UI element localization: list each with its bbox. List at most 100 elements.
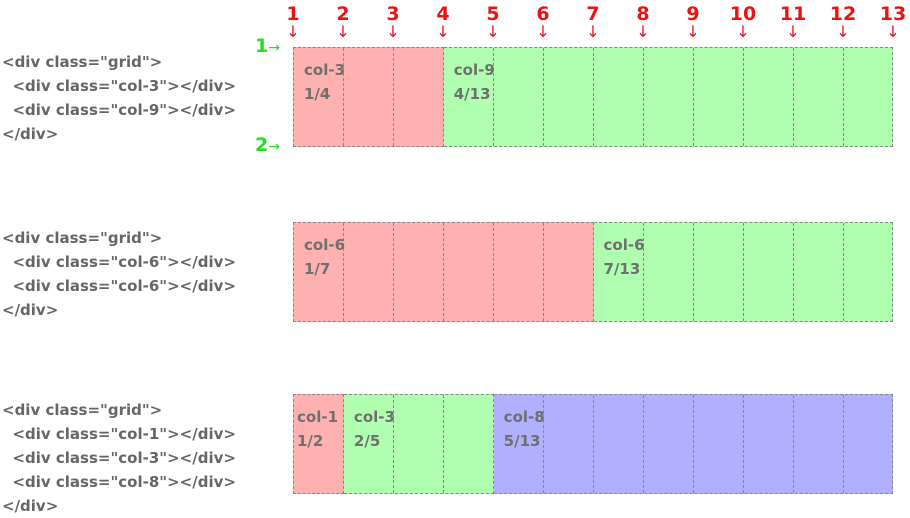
column-line-marker: 7 ↓ xyxy=(573,3,613,41)
grid-item-label: col-6 1/7 xyxy=(304,233,345,281)
grid-item-col-3: col-3 2/5 xyxy=(343,394,494,494)
grid-column-line xyxy=(742,395,744,493)
column-line-marker: 5 ↓ xyxy=(473,3,513,41)
column-line-marker: 8 ↓ xyxy=(623,3,663,41)
column-line-number: 8 xyxy=(636,3,650,25)
grid-column-line xyxy=(692,395,694,493)
grid-item-column-range: 1/2 xyxy=(297,432,324,450)
grid-example-2: col-6 1/7 col-6 7/13 xyxy=(293,222,893,322)
row-line-number: 1 xyxy=(255,35,269,57)
column-line-marker: 6 ↓ xyxy=(523,3,563,41)
column-line-marker: 11 ↓ xyxy=(773,3,813,41)
column-line-number: 3 xyxy=(386,3,400,25)
grid-column-line xyxy=(842,223,844,321)
down-arrow-icon: ↓ xyxy=(786,22,800,41)
code-line: <div class="col-6"></div> xyxy=(2,277,236,295)
column-line-number: 9 xyxy=(686,3,700,25)
column-line-number: 1 xyxy=(286,3,300,25)
grid-column-line xyxy=(393,223,394,321)
grid-column-line xyxy=(692,48,694,146)
code-snippet-3: <div class="grid"> <div class="col-1"></… xyxy=(2,398,236,518)
grid-item-column-range: 5/13 xyxy=(503,432,541,450)
column-line-marker: 4 ↓ xyxy=(423,3,463,41)
down-arrow-icon: ↓ xyxy=(686,22,700,41)
grid-column-line xyxy=(792,223,794,321)
down-arrow-icon: ↓ xyxy=(886,22,900,41)
code-line: <div class="col-8"></div> xyxy=(2,473,236,491)
down-arrow-icon: ↓ xyxy=(286,22,300,41)
grid-column-line xyxy=(393,48,394,146)
code-line: <div class="col-9"></div> xyxy=(2,101,236,119)
code-snippet-1: <div class="grid"> <div class="col-3"></… xyxy=(2,50,236,146)
down-arrow-icon: ↓ xyxy=(586,22,600,41)
down-arrow-icon: ↓ xyxy=(436,22,450,41)
row-line-marker: 2→ xyxy=(255,135,280,157)
grid-column-line xyxy=(542,395,544,493)
grid-column-line xyxy=(343,223,344,321)
grid-item-col-6: col-6 1/7 xyxy=(293,222,594,322)
grid-column-line xyxy=(442,395,444,493)
grid-column-line xyxy=(792,395,794,493)
down-arrow-icon: ↓ xyxy=(486,22,500,41)
column-line-marker: 2 ↓ xyxy=(323,3,363,41)
grid-column-line xyxy=(642,395,644,493)
column-line-marker: 1 ↓ xyxy=(273,3,313,41)
grid-item-col-9: col-9 4/13 xyxy=(443,47,893,147)
grid-item-class-name: col-6 xyxy=(304,236,346,254)
grid-item-class-name: col-3 xyxy=(353,408,395,426)
grid-example-1: col-3 1/4 col-9 4/13 xyxy=(293,47,893,147)
code-line: <div class="grid"> xyxy=(2,401,163,419)
grid-item-label: col-3 1/4 xyxy=(304,58,345,106)
down-arrow-icon: ↓ xyxy=(536,22,550,41)
down-arrow-icon: ↓ xyxy=(386,22,400,41)
grid-item-column-range: 1/7 xyxy=(304,260,331,278)
grid-item-column-range: 1/4 xyxy=(304,85,331,103)
grid-item-label: col-9 4/13 xyxy=(454,58,495,106)
down-arrow-icon: ↓ xyxy=(336,22,350,41)
grid-column-line xyxy=(642,48,644,146)
right-arrow-icon: → xyxy=(268,139,280,155)
grid-item-col-3: col-3 1/4 xyxy=(293,47,444,147)
column-line-marker: 13 ↓ xyxy=(873,3,910,41)
grid-column-line xyxy=(543,223,544,321)
down-arrow-icon: ↓ xyxy=(736,22,750,41)
down-arrow-icon: ↓ xyxy=(636,22,650,41)
grid-column-line xyxy=(642,223,644,321)
grid-item-column-range: 4/13 xyxy=(453,85,491,103)
grid-item-label: col-1 1/2 xyxy=(297,405,338,453)
grid-column-line xyxy=(842,395,844,493)
grid-column-line xyxy=(742,48,744,146)
code-line: <div class="col-3"></div> xyxy=(2,449,236,467)
grid-column-line xyxy=(842,48,844,146)
column-line-marker: 12 ↓ xyxy=(823,3,863,41)
code-line: <div class="col-6"></div> xyxy=(2,253,236,271)
grid-item-col-1: col-1 1/2 xyxy=(293,394,344,494)
column-line-number: 13 xyxy=(879,3,907,25)
grid-column-line xyxy=(343,48,344,146)
grid-item-class-name: col-8 xyxy=(503,408,545,426)
grid-column-line xyxy=(742,223,744,321)
grid-item-class-name: col-3 xyxy=(304,61,346,79)
grid-column-line xyxy=(542,48,544,146)
grid-column-line xyxy=(443,223,444,321)
grid-item-col-6: col-6 7/13 xyxy=(593,222,893,322)
column-line-marker: 3 ↓ xyxy=(373,3,413,41)
column-line-number: 12 xyxy=(829,3,857,25)
grid-column-line xyxy=(492,48,494,146)
grid-item-label: col-6 7/13 xyxy=(604,233,645,281)
column-line-marker: 9 ↓ xyxy=(673,3,713,41)
grid-example-3: col-1 1/2 col-3 2/5 col-8 5/13 xyxy=(293,394,893,494)
column-line-number: 10 xyxy=(729,3,757,25)
column-line-number: 11 xyxy=(779,3,807,25)
grid-column-line xyxy=(493,223,494,321)
right-arrow-icon: → xyxy=(268,40,280,56)
column-line-marker: 10 ↓ xyxy=(723,3,763,41)
grid-column-line xyxy=(592,395,594,493)
grid-item-label: col-8 5/13 xyxy=(504,405,545,453)
column-line-number: 6 xyxy=(536,3,550,25)
grid-item-class-name: col-1 xyxy=(297,408,339,426)
column-line-number: 7 xyxy=(586,3,600,25)
code-snippet-2: <div class="grid"> <div class="col-6"></… xyxy=(2,226,236,322)
down-arrow-icon: ↓ xyxy=(836,22,850,41)
grid-column-line xyxy=(792,48,794,146)
